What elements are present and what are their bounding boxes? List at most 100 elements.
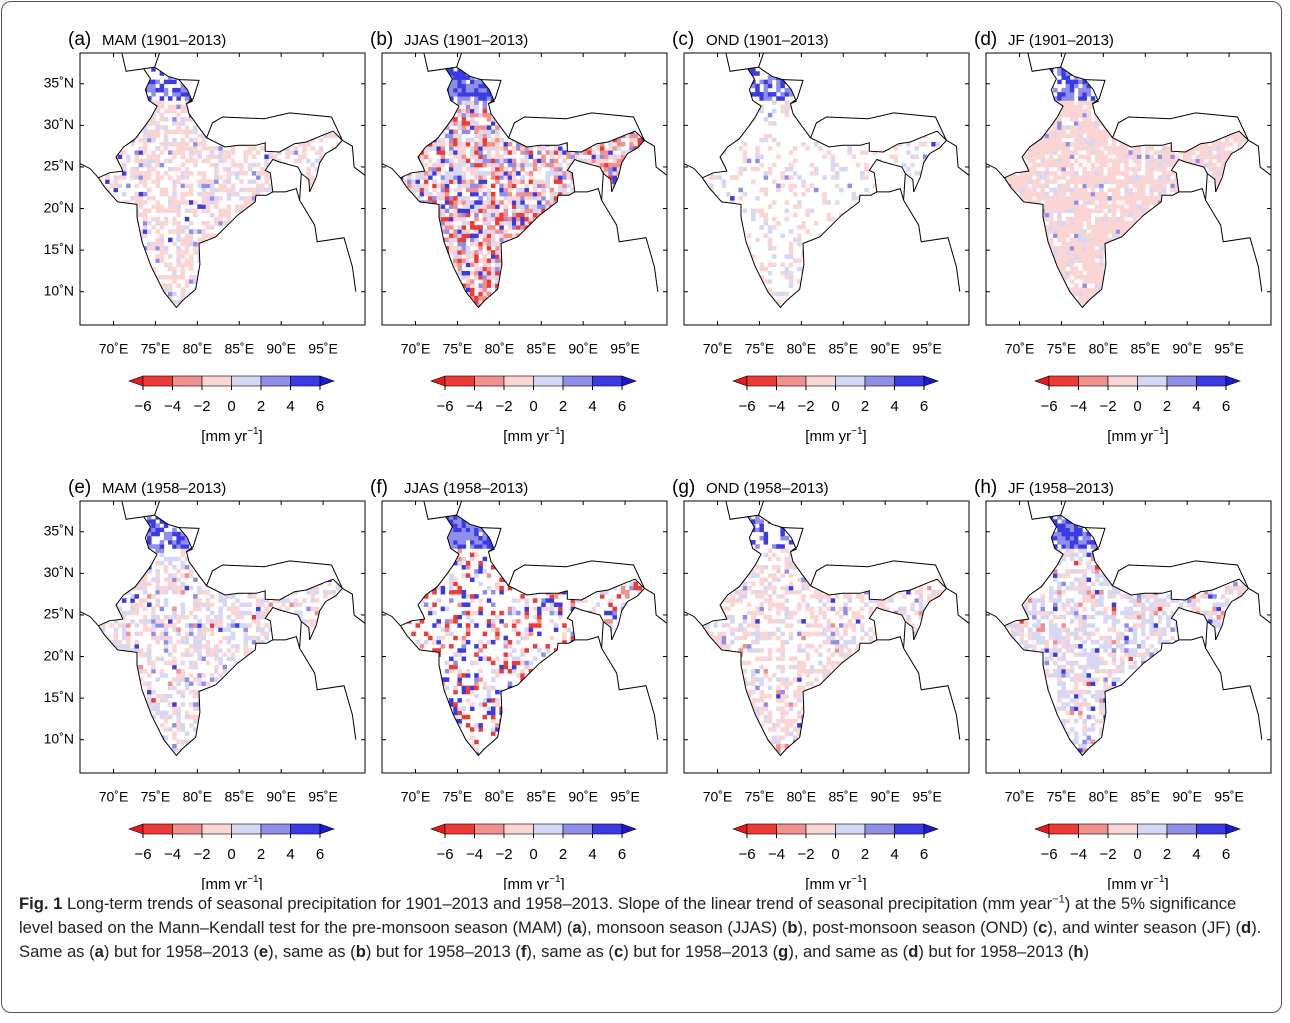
shade-cell <box>298 75 302 79</box>
shade-cell <box>340 105 344 109</box>
shade-cell <box>587 100 591 104</box>
shade-cell <box>512 63 516 67</box>
shade-cell <box>218 146 222 150</box>
shade-cell <box>483 125 487 129</box>
shade-cell <box>470 80 474 84</box>
shade-cell <box>403 138 407 142</box>
shade-cell <box>633 304 637 308</box>
shade-cell <box>189 150 193 154</box>
shade-cell <box>407 142 411 146</box>
shade-cell <box>340 121 344 125</box>
shade-cell <box>575 163 579 167</box>
shade-cell <box>562 229 566 233</box>
shade-cell <box>327 209 331 213</box>
shade-cell <box>256 163 260 167</box>
shade-cell <box>260 304 264 308</box>
shade-cell <box>604 121 608 125</box>
shade-cell <box>453 154 457 158</box>
shade-cell <box>441 138 445 142</box>
shade-cell <box>399 229 403 233</box>
shade-cell <box>709 121 713 125</box>
shade-cell <box>730 246 734 250</box>
shade-cell <box>525 75 529 79</box>
shade-cell <box>487 238 491 242</box>
shade-cell <box>625 217 629 221</box>
shade-cell <box>411 84 415 88</box>
shade-cell <box>520 146 524 150</box>
shade-cell <box>478 96 482 100</box>
shade-cell <box>483 175 487 179</box>
shade-cell <box>210 130 214 134</box>
shade-cell <box>315 200 319 204</box>
shade-cell <box>218 92 222 96</box>
shade-cell <box>512 225 516 229</box>
shade-cell <box>214 275 218 279</box>
shade-cell <box>441 154 445 158</box>
shade-cell <box>306 254 310 258</box>
shade-cell <box>554 92 558 96</box>
shade-cell <box>701 142 705 146</box>
shade-cell <box>323 192 327 196</box>
shade-cell <box>202 179 206 183</box>
shade-cell <box>269 63 273 67</box>
shade-cell <box>596 225 600 229</box>
shade-cell <box>533 92 537 96</box>
shade-cell <box>134 121 138 125</box>
shade-cell <box>432 238 436 242</box>
shade-cell <box>529 242 533 246</box>
shade-cell <box>625 234 629 238</box>
shade-cell <box>436 142 440 146</box>
shade-cell <box>633 179 637 183</box>
shade-cell <box>441 105 445 109</box>
shade-cell <box>407 150 411 154</box>
shade-cell <box>755 196 759 200</box>
shade-cell <box>558 63 562 67</box>
border-line <box>80 164 98 178</box>
shade-cell <box>126 84 130 88</box>
shade-cell <box>562 221 566 225</box>
shade-cell <box>269 142 273 146</box>
shade-cell <box>139 63 143 67</box>
shade-cell <box>294 296 298 300</box>
y-tick-label: 20˚N <box>44 199 74 215</box>
shade-cell <box>340 246 344 250</box>
shade-cell <box>231 250 235 254</box>
shade-cell <box>495 263 499 267</box>
shade-cell <box>97 254 101 258</box>
shade-cell <box>323 188 327 192</box>
shade-cell <box>512 271 516 275</box>
shade-cell <box>105 84 109 88</box>
shade-cell <box>176 283 180 287</box>
shade-cell <box>252 263 256 267</box>
shade-cell <box>734 300 738 304</box>
shade-cell <box>147 159 151 163</box>
shade-cell <box>474 146 478 150</box>
shade-cell <box>260 96 264 100</box>
shade-cell <box>227 125 231 129</box>
shade-cell <box>436 263 440 267</box>
panel-label: (c) <box>672 29 694 50</box>
shade-cell <box>633 134 637 138</box>
shade-cell <box>189 263 193 267</box>
shade-cell <box>206 192 210 196</box>
shade-cell <box>512 113 516 117</box>
shade-cell <box>571 105 575 109</box>
shade-cell <box>525 184 529 188</box>
shade-cell <box>449 204 453 208</box>
shade-cell <box>541 250 545 254</box>
shade-cell <box>428 213 432 217</box>
shade-cell <box>441 75 445 79</box>
shade-cell <box>164 109 168 113</box>
shade-cell <box>608 283 612 287</box>
shade-cell <box>495 179 499 183</box>
shade-cell <box>621 188 625 192</box>
shade-cell <box>445 209 449 213</box>
shade-cell <box>227 150 231 154</box>
colorbar-tick-label: −2 <box>495 398 512 415</box>
shade-cell <box>223 188 227 192</box>
shade-cell <box>529 267 533 271</box>
shade-cell <box>726 254 730 258</box>
shade-cell <box>449 134 453 138</box>
shade-cell <box>306 204 310 208</box>
shade-cell <box>260 188 264 192</box>
